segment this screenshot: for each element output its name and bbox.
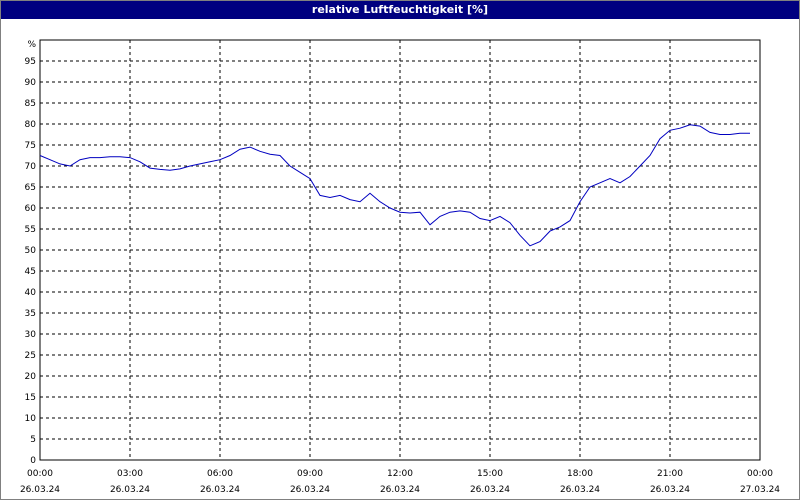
x-tick-time: 00:00 — [27, 469, 53, 479]
x-tick-time: 18:00 — [567, 469, 593, 479]
y-tick-label: 85 — [25, 99, 36, 109]
x-tick-time: 12:00 — [387, 469, 413, 479]
y-axis-unit-label: % — [27, 40, 36, 50]
y-tick-label: 55 — [25, 225, 36, 235]
y-tick-label: 45 — [25, 267, 36, 277]
x-tick-time: 21:00 — [657, 469, 683, 479]
chart-title: relative Luftfeuchtigkeit [%] — [1, 1, 799, 19]
x-tick-date: 26.03.24 — [560, 485, 600, 495]
x-tick-date: 26.03.24 — [110, 485, 150, 495]
y-tick-label: 5 — [30, 435, 36, 445]
x-tick-time: 15:00 — [477, 469, 503, 479]
y-tick-label: 50 — [25, 246, 37, 256]
tick-labels: 0 5 10 15 20 25 30 35 40 45 50 55 60 65 70 75 80 85 90 95% 0… — [20, 40, 780, 495]
y-tick-label: 95 — [25, 57, 36, 67]
y-tick-label: 20 — [25, 372, 37, 382]
y-tick-label: 80 — [25, 120, 37, 130]
grid — [40, 40, 760, 460]
x-tick-date: 26.03.24 — [20, 485, 60, 495]
y-tick-label: 70 — [25, 162, 37, 172]
x-tick-date: 26.03.24 — [200, 485, 240, 495]
y-tick-label: 65 — [25, 183, 36, 193]
y-tick-label: 0 — [30, 456, 36, 466]
x-tick-date: 26.03.24 — [380, 485, 420, 495]
axes — [39, 39, 761, 461]
plot-frame — [39, 39, 761, 461]
x-tick-time: 06:00 — [207, 469, 233, 479]
y-tick-label: 10 — [25, 414, 37, 424]
x-tick-date: 26.03.24 — [470, 485, 510, 495]
y-tick-label: 40 — [25, 288, 37, 298]
y-tick-label: 90 — [25, 78, 37, 88]
x-tick-date: 27.03.24 — [740, 485, 780, 495]
y-tick-label: 15 — [25, 393, 36, 403]
y-tick-label: 25 — [25, 351, 36, 361]
x-tick-time: 09:00 — [297, 469, 323, 479]
y-tick-label: 35 — [25, 309, 36, 319]
series-layer — [39, 124, 750, 247]
y-tick-label: 60 — [25, 204, 37, 214]
y-tick-label: 30 — [25, 330, 37, 340]
x-tick-date: 26.03.24 — [290, 485, 330, 495]
y-tick-label: 75 — [25, 141, 36, 151]
x-tick-date: 26.03.24 — [650, 485, 690, 495]
humidity-series-line — [39, 124, 750, 247]
x-tick-time: 03:00 — [117, 469, 143, 479]
x-tick-time: 00:00 — [747, 469, 773, 479]
